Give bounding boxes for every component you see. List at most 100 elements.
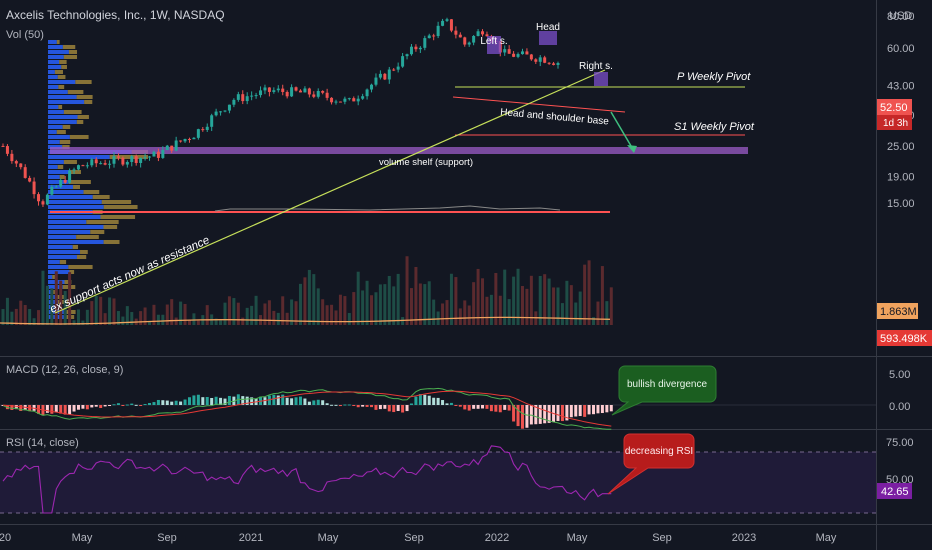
candle[interactable] xyxy=(99,163,103,165)
candle[interactable] xyxy=(481,31,485,35)
candle[interactable] xyxy=(463,37,467,45)
candle[interactable] xyxy=(316,91,320,97)
candle[interactable] xyxy=(516,54,520,57)
candle[interactable] xyxy=(298,90,302,93)
symbol-title[interactable]: Axcelis Technologies, Inc., 1W, NASDAQ xyxy=(6,8,225,22)
candle[interactable] xyxy=(272,90,276,92)
hs-base-line[interactable] xyxy=(452,96,626,113)
candle[interactable] xyxy=(254,95,258,97)
target-arrow[interactable] xyxy=(610,111,635,152)
candle[interactable] xyxy=(312,94,316,97)
rsi-label[interactable]: RSI (14, close) xyxy=(6,437,79,449)
candle[interactable] xyxy=(5,146,9,154)
candle[interactable] xyxy=(54,186,58,188)
candle[interactable] xyxy=(130,156,134,162)
candle[interactable] xyxy=(148,156,152,158)
candle[interactable] xyxy=(232,99,236,105)
candle[interactable] xyxy=(19,163,23,168)
candle[interactable] xyxy=(458,34,462,38)
candle[interactable] xyxy=(28,177,32,182)
candle[interactable] xyxy=(338,101,342,103)
candle[interactable] xyxy=(285,91,289,97)
macd-label[interactable]: MACD (12, 26, close, 9) xyxy=(6,364,123,376)
candle[interactable] xyxy=(378,73,382,78)
candle[interactable] xyxy=(85,165,89,167)
candle[interactable] xyxy=(210,115,214,127)
candle[interactable] xyxy=(449,19,453,31)
candle[interactable] xyxy=(32,181,36,195)
candle[interactable] xyxy=(94,159,98,164)
candle[interactable] xyxy=(503,49,507,53)
candle[interactable] xyxy=(418,47,422,50)
candle[interactable] xyxy=(14,161,18,164)
candle[interactable] xyxy=(392,69,396,71)
candle[interactable] xyxy=(352,98,356,102)
candle[interactable] xyxy=(121,157,125,165)
left-shoulder-box[interactable] xyxy=(487,36,501,54)
candle[interactable] xyxy=(427,35,431,39)
candle[interactable] xyxy=(396,66,400,70)
vol-label[interactable]: Vol (50) xyxy=(6,29,44,41)
price-pane[interactable] xyxy=(0,0,876,355)
macd-line[interactable] xyxy=(2,387,612,430)
candle[interactable] xyxy=(556,63,560,65)
candle[interactable] xyxy=(170,145,174,151)
candle[interactable] xyxy=(547,62,551,64)
candle[interactable] xyxy=(534,59,538,62)
candle[interactable] xyxy=(276,88,280,91)
candle[interactable] xyxy=(307,88,311,95)
candle[interactable] xyxy=(90,159,94,166)
candle[interactable] xyxy=(441,20,445,26)
candle[interactable] xyxy=(436,25,440,37)
candle[interactable] xyxy=(214,111,218,116)
candle[interactable] xyxy=(108,163,112,165)
volume-shelf-band[interactable] xyxy=(50,147,748,154)
candle[interactable] xyxy=(227,104,231,111)
volume-ma-line[interactable] xyxy=(0,316,611,325)
candle[interactable] xyxy=(343,98,347,102)
candle[interactable] xyxy=(41,201,45,205)
candle[interactable] xyxy=(37,194,41,202)
candle[interactable] xyxy=(23,167,27,178)
candle[interactable] xyxy=(263,87,267,91)
candle[interactable] xyxy=(59,179,63,187)
candle[interactable] xyxy=(507,49,511,54)
candle[interactable] xyxy=(321,91,325,93)
signal-line[interactable] xyxy=(2,390,612,427)
candle[interactable] xyxy=(192,137,196,140)
candle[interactable] xyxy=(552,63,556,65)
candle[interactable] xyxy=(330,97,334,103)
candle[interactable] xyxy=(520,51,524,55)
macd-pane[interactable] xyxy=(0,358,876,428)
candle[interactable] xyxy=(183,138,187,142)
candle[interactable] xyxy=(445,19,449,21)
candle[interactable] xyxy=(476,31,480,36)
candle[interactable] xyxy=(303,88,307,93)
candle[interactable] xyxy=(219,111,223,113)
candle[interactable] xyxy=(405,54,409,57)
candle[interactable] xyxy=(116,156,120,158)
candle[interactable] xyxy=(201,129,205,131)
candle[interactable] xyxy=(103,163,107,165)
candle[interactable] xyxy=(196,129,200,138)
candle[interactable] xyxy=(45,194,49,205)
candle[interactable] xyxy=(174,140,178,151)
candle[interactable] xyxy=(432,35,436,37)
candle[interactable] xyxy=(139,157,143,163)
bullish-divergence-callout[interactable]: bullish divergence xyxy=(611,365,717,416)
candle[interactable] xyxy=(76,165,80,170)
candle[interactable] xyxy=(165,145,169,151)
candle[interactable] xyxy=(245,96,249,102)
candle[interactable] xyxy=(125,161,129,165)
candle[interactable] xyxy=(374,77,378,85)
candle[interactable] xyxy=(281,88,285,92)
candle[interactable] xyxy=(81,165,85,167)
candle[interactable] xyxy=(454,30,458,35)
right-shoulder-box[interactable] xyxy=(594,72,608,86)
candle[interactable] xyxy=(290,87,294,97)
candle[interactable] xyxy=(267,87,271,92)
candle[interactable] xyxy=(50,186,54,195)
candle[interactable] xyxy=(236,94,240,100)
candle[interactable] xyxy=(334,101,338,103)
candle[interactable] xyxy=(223,110,227,112)
